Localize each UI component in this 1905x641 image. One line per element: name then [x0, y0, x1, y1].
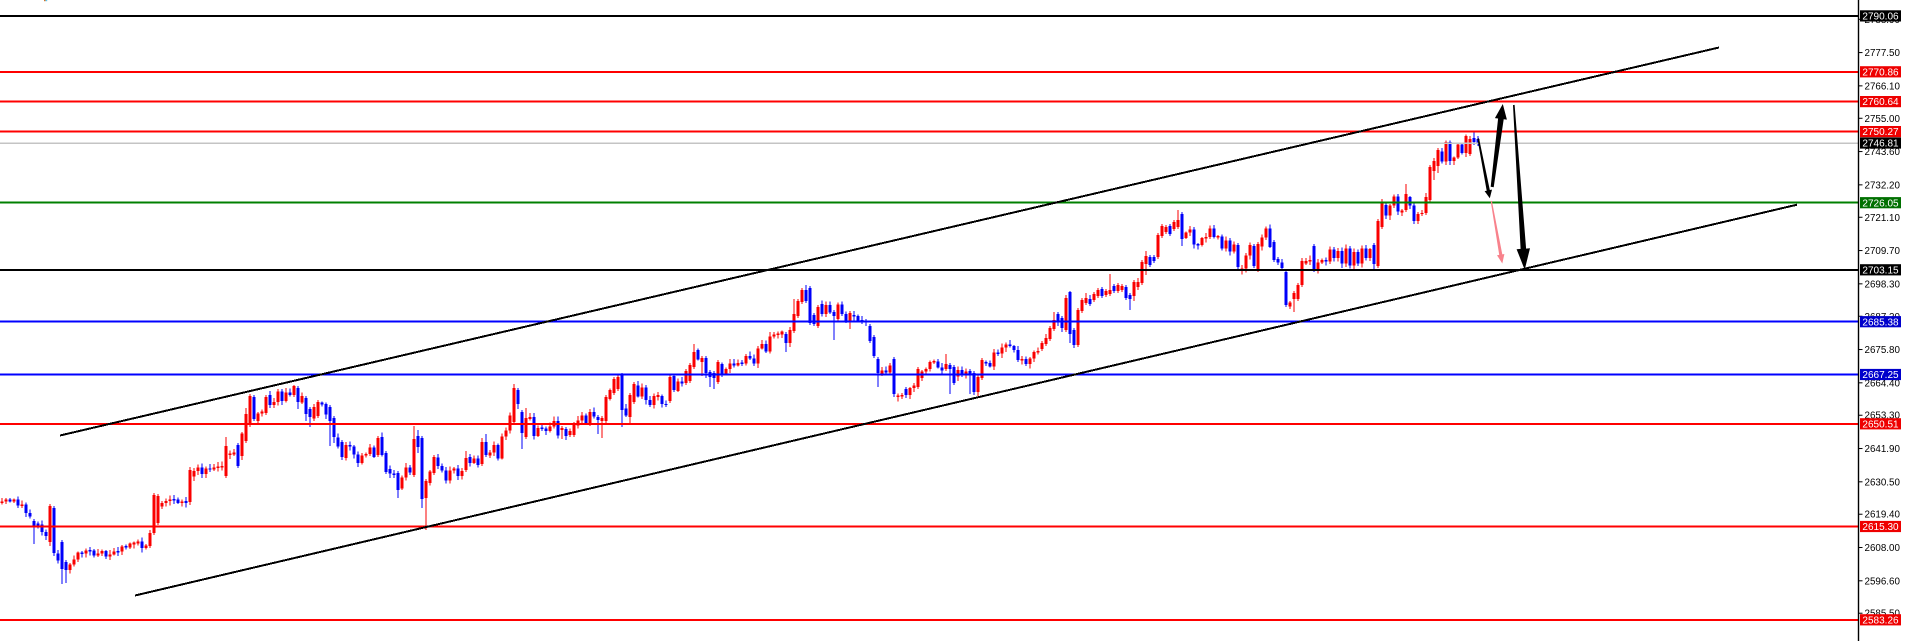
svg-text:2619.40: 2619.40 — [1865, 510, 1901, 521]
svg-text:2667.25: 2667.25 — [1862, 370, 1899, 381]
svg-text:2615.30: 2615.30 — [1862, 522, 1899, 533]
svg-text:2750.27: 2750.27 — [1862, 127, 1899, 138]
svg-text:2732.20: 2732.20 — [1865, 180, 1901, 191]
svg-text:2746.81: 2746.81 — [1862, 139, 1899, 150]
svg-text:2790.06: 2790.06 — [1862, 12, 1899, 23]
svg-text:2653.30: 2653.30 — [1865, 411, 1901, 422]
svg-text:2755.00: 2755.00 — [1865, 114, 1901, 125]
svg-text:2721.10: 2721.10 — [1865, 213, 1901, 224]
svg-text:2664.40: 2664.40 — [1865, 378, 1901, 389]
svg-text:2685.38: 2685.38 — [1862, 317, 1899, 328]
svg-text:2650.51: 2650.51 — [1862, 419, 1899, 430]
svg-text:2760.64: 2760.64 — [1862, 97, 1899, 108]
svg-text:2641.90: 2641.90 — [1865, 444, 1901, 455]
svg-text:2743.60: 2743.60 — [1865, 147, 1901, 158]
svg-text:2709.70: 2709.70 — [1865, 246, 1901, 257]
svg-text:2703.15: 2703.15 — [1862, 265, 1899, 276]
svg-text:2608.00: 2608.00 — [1865, 543, 1901, 554]
svg-text:2726.05: 2726.05 — [1862, 198, 1899, 209]
svg-text:2630.50: 2630.50 — [1865, 477, 1901, 488]
svg-text:2675.80: 2675.80 — [1865, 345, 1901, 356]
svg-text:2698.30: 2698.30 — [1865, 279, 1901, 290]
svg-text:2770.86: 2770.86 — [1862, 67, 1899, 78]
svg-text:2583.26: 2583.26 — [1862, 615, 1899, 626]
svg-text:2766.10: 2766.10 — [1865, 81, 1901, 92]
svg-text:2596.60: 2596.60 — [1865, 576, 1901, 587]
svg-text:2777.50: 2777.50 — [1865, 48, 1901, 59]
